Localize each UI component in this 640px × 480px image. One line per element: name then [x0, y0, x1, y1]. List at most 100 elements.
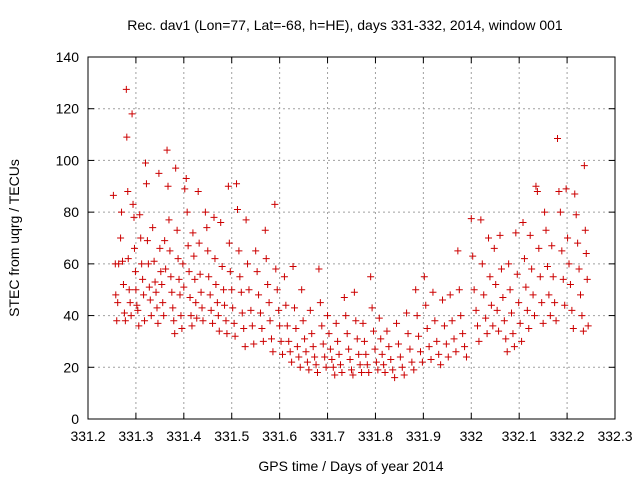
- data-point: [582, 250, 590, 258]
- data-point: [233, 180, 241, 188]
- data-point: [236, 273, 244, 281]
- data-point: [164, 182, 172, 190]
- data-point: [523, 306, 531, 314]
- data-point: [306, 306, 314, 314]
- data-point: [518, 337, 526, 345]
- x-axis: 331.2 331.3 331.4 331.5 331.6 331.7 331.8 331.9…: [70, 57, 633, 444]
- data-point: [195, 239, 203, 247]
- data-point: [301, 335, 309, 343]
- data-point: [486, 273, 494, 281]
- data-point: [245, 286, 253, 294]
- data-point: [568, 306, 576, 314]
- data-point: [126, 299, 134, 307]
- data-point: [238, 309, 246, 317]
- data-point: [439, 296, 447, 304]
- x-tick-label: 331.2: [70, 428, 105, 444]
- data-point: [220, 286, 228, 294]
- data-point: [160, 312, 168, 320]
- y-tick-label: 80: [63, 204, 79, 220]
- data-point: [269, 348, 277, 356]
- data-point: [503, 348, 511, 356]
- data-point: [168, 288, 176, 296]
- data-point: [371, 345, 379, 353]
- data-point: [385, 343, 393, 351]
- data-point: [325, 330, 333, 338]
- data-point: [242, 216, 250, 224]
- data-point: [305, 366, 313, 374]
- data-point: [212, 281, 220, 289]
- x-tick-label: 331.9: [406, 428, 441, 444]
- data-point: [309, 343, 317, 351]
- data-point: [262, 255, 270, 263]
- data-point: [332, 319, 340, 327]
- data-point: [331, 371, 339, 379]
- data-point: [549, 273, 557, 281]
- data-point: [114, 299, 122, 307]
- data-point: [206, 291, 214, 299]
- data-point: [259, 337, 267, 345]
- data-point: [313, 368, 321, 376]
- data-point: [157, 268, 165, 276]
- data-point: [235, 247, 243, 255]
- data-point: [533, 187, 541, 195]
- data-point: [138, 260, 146, 268]
- data-point: [420, 273, 428, 281]
- data-point: [170, 317, 178, 325]
- data-point: [286, 348, 294, 356]
- data-point: [383, 327, 391, 335]
- data-point: [556, 208, 564, 216]
- data-point: [435, 350, 443, 358]
- data-point: [302, 348, 310, 356]
- data-point: [180, 283, 188, 291]
- data-point: [145, 283, 153, 291]
- data-point: [153, 304, 161, 312]
- data-point: [493, 306, 501, 314]
- data-point: [532, 182, 540, 190]
- data-point: [318, 322, 326, 330]
- data-point: [221, 301, 229, 309]
- data-point: [129, 200, 137, 208]
- data-point: [272, 265, 280, 273]
- data-point: [328, 356, 336, 364]
- data-point: [120, 309, 128, 317]
- data-point: [478, 260, 486, 268]
- data-point: [265, 299, 273, 307]
- data-point: [150, 257, 158, 265]
- data-point: [410, 366, 418, 374]
- data-point: [559, 275, 567, 283]
- data-point: [367, 273, 375, 281]
- data-point: [222, 317, 230, 325]
- data-point: [119, 281, 127, 289]
- data-point: [555, 187, 563, 195]
- data-point: [162, 265, 170, 273]
- data-point: [250, 340, 258, 348]
- data-point: [112, 291, 120, 299]
- data-point: [125, 286, 133, 294]
- data-point: [396, 353, 404, 361]
- data-point: [190, 252, 198, 260]
- data-point: [189, 229, 197, 237]
- data-point: [217, 218, 225, 226]
- data-point: [348, 366, 355, 374]
- data-point: [324, 312, 332, 320]
- data-point: [124, 255, 132, 263]
- data-point: [252, 247, 260, 255]
- data-point: [483, 330, 491, 338]
- data-point: [201, 208, 209, 216]
- data-point: [139, 275, 147, 283]
- data-point: [526, 231, 534, 239]
- data-point: [515, 299, 523, 307]
- data-point: [196, 270, 204, 278]
- data-point: [579, 327, 587, 335]
- data-point: [147, 312, 155, 320]
- data-point: [519, 218, 527, 226]
- data-point: [497, 265, 505, 273]
- data-point: [546, 312, 554, 320]
- data-point: [457, 312, 465, 320]
- data-point: [329, 363, 337, 371]
- data-point: [277, 337, 285, 345]
- data-point: [378, 350, 386, 358]
- data-point: [433, 337, 441, 345]
- data-point: [400, 371, 408, 379]
- data-point: [207, 306, 215, 314]
